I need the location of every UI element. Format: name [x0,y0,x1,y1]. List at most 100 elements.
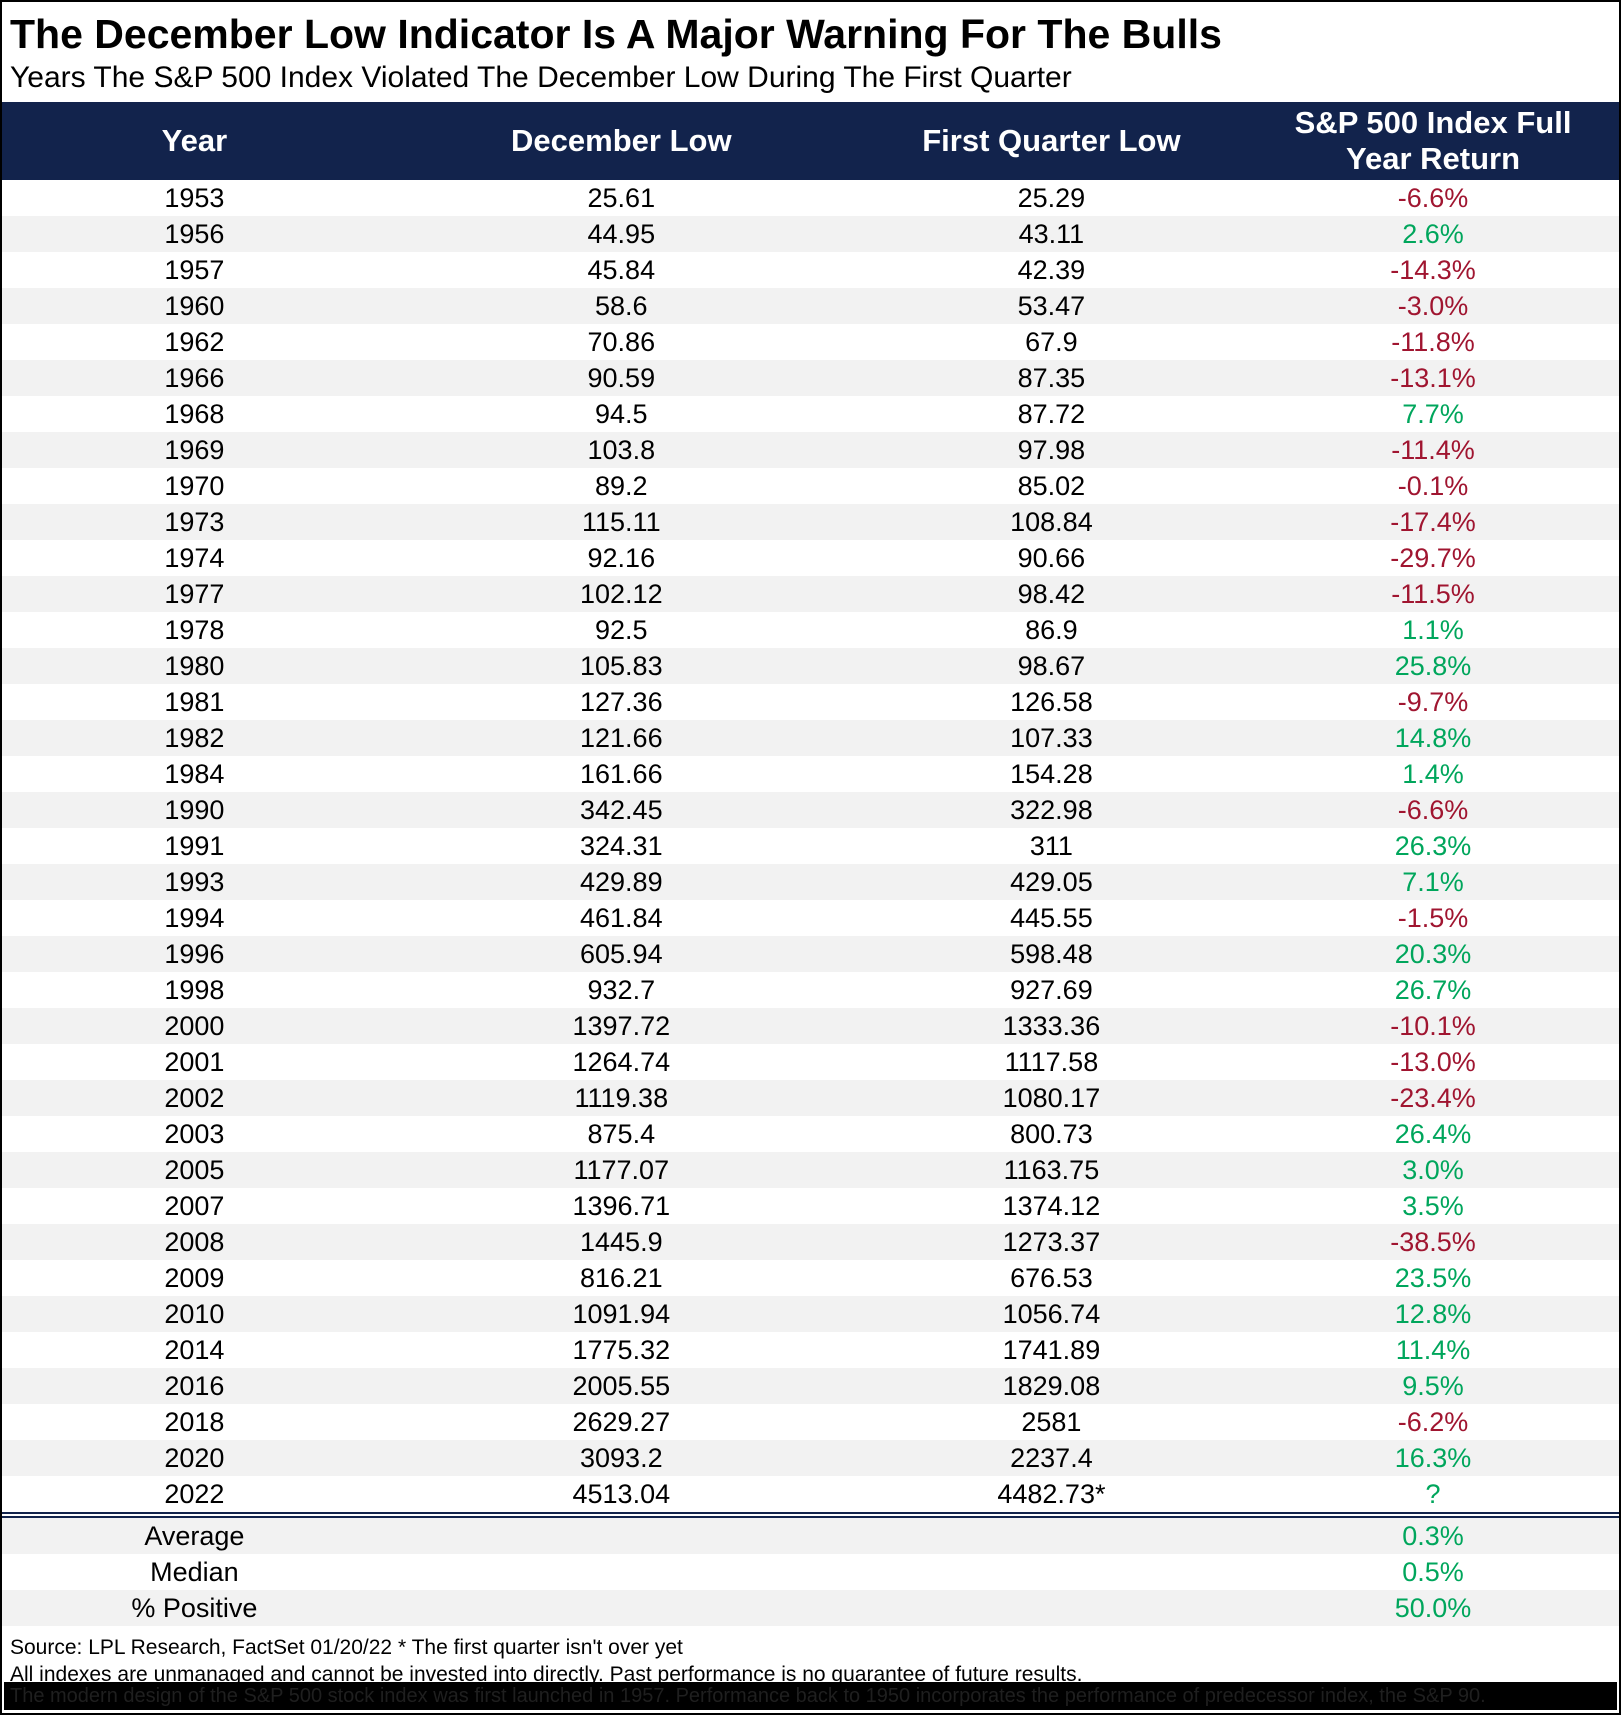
table-row: 1957 45.84 42.39 -14.3% [2,252,1619,288]
december-low-cell: 1396.71 [572,1191,671,1221]
year-cell: 1980 [164,651,225,681]
table-row: 1960 58.6 53.47 -3.0% [2,288,1619,324]
table-row: 1993 429.89 429.05 7.1% [2,864,1619,900]
first-quarter-low-cell: 1273.37 [1002,1227,1101,1257]
table-row: 2014 1775.32 1741.89 11.4% [2,1332,1619,1368]
table-row: 2007 1396.71 1374.12 3.5% [2,1188,1619,1224]
year-cell: 1974 [164,543,225,573]
december-low-cell: 89.2 [595,471,648,501]
return-cell: 14.8% [1394,723,1472,753]
december-low-cell: 461.84 [580,903,663,933]
disclaimer-note: All indexes are unmanaged and cannot be … [10,1663,1083,1686]
december-low-cell: 875.4 [587,1119,656,1149]
return-cell: 16.3% [1394,1443,1472,1473]
year-cell: 2003 [164,1119,225,1149]
december-low-cell: 44.95 [587,219,656,249]
table-header: Year December Low First Quarter Low S&P … [2,102,1619,180]
table-row: 1970 89.2 85.02 -0.1% [2,468,1619,504]
first-quarter-low-cell: 445.55 [1010,903,1093,933]
first-quarter-low-cell: 4482.73* [997,1479,1106,1509]
year-cell: 1998 [164,975,225,1005]
year-cell: 2014 [164,1335,225,1365]
table-row: 1978 92.5 86.9 1.1% [2,612,1619,648]
year-cell: 2005 [164,1155,225,1185]
first-quarter-low-cell: 86.9 [1025,615,1078,645]
return-cell: -14.3% [1390,255,1476,285]
year-cell: 1982 [164,723,225,753]
year-cell: 1960 [164,291,225,321]
first-quarter-low-cell: 311 [1029,831,1073,861]
year-cell: 1994 [164,903,225,933]
summary-row: Average 0.3% [2,1518,1619,1554]
column-header-full-year-return: S&P 500 Index Full Year Return [1294,105,1572,176]
summary-label: Average [144,1521,245,1551]
table-row: 2001 1264.74 1117.58 -13.0% [2,1044,1619,1080]
december-low-cell: 1397.72 [572,1011,671,1041]
table-row: 1977 102.12 98.42 -11.5% [2,576,1619,612]
summary-row: Median 0.5% [2,1554,1619,1590]
return-cell: 25.8% [1394,651,1472,681]
first-quarter-low-cell: 1117.58 [1004,1047,1099,1077]
table-row: 1956 44.95 43.11 2.6% [2,216,1619,252]
year-cell: 1977 [164,579,225,609]
december-low-cell: 90.59 [587,363,656,393]
return-cell: -17.4% [1390,507,1476,537]
return-cell: -11.5% [1391,579,1475,609]
summary-value: 0.5% [1402,1557,1464,1587]
december-low-cell: 2005.55 [572,1371,671,1401]
december-low-cell: 429.89 [580,867,663,897]
december-low-cell: 127.36 [580,687,663,717]
year-cell: 1962 [164,327,225,357]
table-row: 1981 127.36 126.58 -9.7% [2,684,1619,720]
first-quarter-low-cell: 97.98 [1017,435,1086,465]
first-quarter-low-cell: 1080.17 [1002,1083,1101,1113]
return-cell: -13.0% [1390,1047,1476,1077]
year-cell: 2009 [164,1263,225,1293]
first-quarter-low-cell: 1056.74 [1002,1299,1101,1329]
december-low-cell: 92.5 [595,615,648,645]
return-cell: 1.4% [1402,759,1464,789]
table-summary: Average 0.3% Median 0.5% % Positive 50.0% [2,1518,1619,1626]
table-row: 2010 1091.94 1056.74 12.8% [2,1296,1619,1332]
first-quarter-low-cell: 98.42 [1017,579,1086,609]
table-row: 2002 1119.38 1080.17 -23.4% [2,1080,1619,1116]
december-low-cell: 45.84 [587,255,656,285]
year-cell: 1953 [164,183,225,213]
year-cell: 1993 [164,867,225,897]
first-quarter-low-cell: 1333.36 [1002,1011,1101,1041]
table-row: 1973 115.11 108.84 -17.4% [2,504,1619,540]
table-body: 1953 25.61 25.29 -6.6% 1956 44.95 43.11 2.6% 195… [2,180,1619,1512]
first-quarter-low-cell: 85.02 [1017,471,1086,501]
return-cell: 20.3% [1394,939,1472,969]
return-cell: 1.1% [1402,615,1464,645]
december-low-cell: 70.86 [587,327,656,357]
return-cell: 11.4% [1395,1335,1471,1365]
december-low-cell: 94.5 [595,399,648,429]
summary-label: Median [150,1557,239,1587]
table-row: 2009 816.21 676.53 23.5% [2,1260,1619,1296]
december-low-cell: 932.7 [587,975,656,1005]
column-header-year: Year [161,123,228,158]
return-cell: -11.8% [1391,327,1475,357]
table-row: 1969 103.8 97.98 -11.4% [2,432,1619,468]
first-quarter-low-cell: 25.29 [1017,183,1086,213]
return-cell: -6.6% [1397,183,1469,213]
first-quarter-low-cell: 2581 [1021,1407,1082,1437]
first-quarter-low-cell: 53.47 [1017,291,1086,321]
december-low-cell: 3093.2 [580,1443,663,1473]
first-quarter-low-cell: 87.72 [1017,399,1086,429]
year-cell: 1956 [164,219,225,249]
first-quarter-low-cell: 98.67 [1017,651,1086,681]
first-quarter-low-cell: 42.39 [1017,255,1086,285]
table-row: 1982 121.66 107.33 14.8% [2,720,1619,756]
first-quarter-low-cell: 107.33 [1010,723,1093,753]
december-low-cell: 324.31 [580,831,663,861]
table-row: 2003 875.4 800.73 26.4% [2,1116,1619,1152]
table-row: 1974 92.16 90.66 -29.7% [2,540,1619,576]
first-quarter-low-cell: 43.11 [1018,219,1085,249]
year-cell: 1969 [164,435,225,465]
return-cell: -9.7% [1397,687,1469,717]
table-row: 1994 461.84 445.55 -1.5% [2,900,1619,936]
return-cell: ? [1425,1479,1441,1509]
december-low-cell: 58.6 [595,291,648,321]
